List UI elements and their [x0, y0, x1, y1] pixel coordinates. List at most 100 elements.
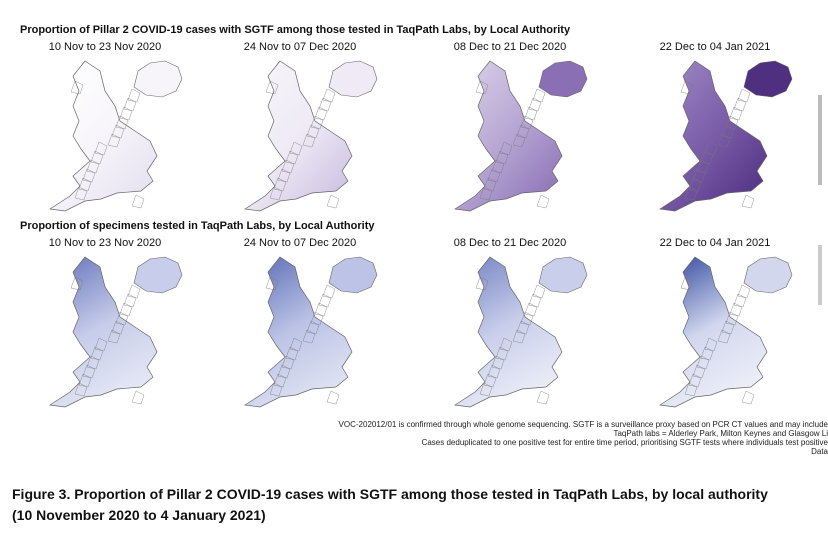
- district-border: [483, 177, 497, 192]
- district-border: [281, 159, 295, 174]
- district-border: [326, 194, 340, 209]
- district-border: [725, 311, 739, 326]
- district-border: [94, 337, 108, 352]
- district-border: [265, 80, 279, 95]
- district-border: [302, 329, 316, 344]
- map: [454, 60, 588, 212]
- district-border: [285, 150, 299, 165]
- map: [244, 256, 378, 408]
- district-border: [285, 346, 299, 361]
- panel-title: 08 Dec to 21 Dec 2020: [454, 41, 567, 53]
- panel-title: 24 Nov to 07 Dec 2020: [244, 41, 357, 53]
- district-border: [536, 390, 550, 405]
- london-inset: [133, 256, 183, 294]
- footnote: Cases deduplicated to one positive test …: [422, 438, 828, 447]
- district-border: [322, 88, 336, 103]
- map: [659, 256, 793, 408]
- district-border: [479, 186, 493, 201]
- district-border: [90, 150, 104, 165]
- district-border: [78, 373, 92, 388]
- district-border: [322, 284, 336, 299]
- district-border: [273, 373, 287, 388]
- district-border: [119, 302, 133, 317]
- district-border: [688, 373, 702, 388]
- district-border: [111, 124, 125, 139]
- district-border: [131, 390, 145, 405]
- district-border: [512, 329, 526, 344]
- district-border: [516, 320, 530, 335]
- district-border: [94, 141, 108, 156]
- district-border: [700, 150, 714, 165]
- district-border: [536, 194, 550, 209]
- district-border: [491, 355, 505, 370]
- district-border: [737, 88, 751, 103]
- footnote: VOC-202012/01 is confirmed through whole…: [339, 420, 828, 429]
- caption: Figure 3. Proportion of Pillar 2 COVID-1…: [12, 486, 768, 502]
- district-border: [289, 141, 303, 156]
- district-border: [692, 168, 706, 183]
- district-border: [520, 115, 534, 130]
- district-border: [704, 337, 718, 352]
- district-border: [90, 346, 104, 361]
- district-border: [70, 276, 84, 291]
- district-border: [721, 124, 735, 139]
- london-inset: [743, 256, 793, 294]
- footnote: TaqPath labs = Alderley Park, Milton Key…: [613, 429, 828, 438]
- district-border: [306, 124, 320, 139]
- district-border: [78, 177, 92, 192]
- district-border: [119, 106, 133, 121]
- district-border: [123, 97, 137, 112]
- district-border: [318, 97, 332, 112]
- district-border: [281, 355, 295, 370]
- district-border: [721, 320, 735, 335]
- district-border: [265, 276, 279, 291]
- district-border: [115, 311, 129, 326]
- district-border: [495, 346, 509, 361]
- map: [49, 60, 183, 212]
- district-border: [717, 329, 731, 344]
- district-border: [700, 346, 714, 361]
- district-border: [82, 364, 96, 379]
- london-inset: [328, 60, 378, 98]
- district-border: [269, 382, 283, 397]
- district-border: [306, 320, 320, 335]
- london-inset: [743, 60, 793, 98]
- district-border: [127, 88, 141, 103]
- district-border: [487, 364, 501, 379]
- district-border: [528, 293, 542, 308]
- district-border: [696, 355, 710, 370]
- panel-title: 10 Nov to 23 Nov 2020: [49, 41, 162, 53]
- district-border: [277, 168, 291, 183]
- district-border: [82, 168, 96, 183]
- district-border: [86, 355, 100, 370]
- district-border: [74, 382, 88, 397]
- district-border: [495, 150, 509, 165]
- district-border: [310, 311, 324, 326]
- district-border: [725, 115, 739, 130]
- district-border: [729, 106, 743, 121]
- district-border: [314, 106, 328, 121]
- district-border: [115, 115, 129, 130]
- district-border: [302, 133, 316, 148]
- district-border: [107, 329, 121, 344]
- district-border: [729, 302, 743, 317]
- panel-title: 08 Dec to 21 Dec 2020: [454, 237, 567, 249]
- panel-title: 22 Dec to 04 Jan 2021: [660, 237, 771, 249]
- district-border: [733, 293, 747, 308]
- district-border: [516, 124, 530, 139]
- map: [244, 60, 378, 212]
- district-border: [688, 177, 702, 192]
- district-border: [70, 80, 84, 95]
- map: [659, 60, 793, 212]
- district-border: [741, 390, 755, 405]
- district-border: [692, 364, 706, 379]
- district-border: [532, 284, 546, 299]
- london-inset: [328, 256, 378, 294]
- district-border: [512, 133, 526, 148]
- district-border: [499, 141, 513, 156]
- district-border: [717, 133, 731, 148]
- district-border: [74, 186, 88, 201]
- district-border: [737, 284, 751, 299]
- district-border: [273, 177, 287, 192]
- section-title: Proportion of specimens tested in TaqPat…: [20, 220, 375, 232]
